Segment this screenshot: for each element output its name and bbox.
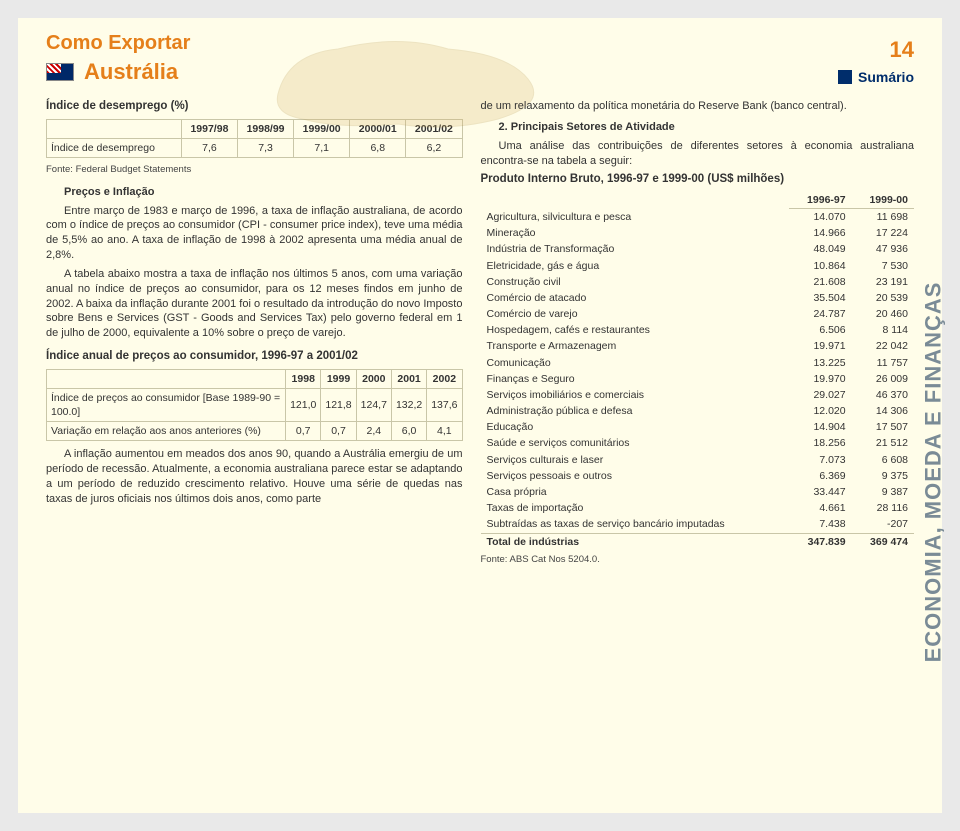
summary-link[interactable]: Sumário (838, 69, 914, 85)
doc-title-2: Austrália (84, 59, 178, 85)
table-row: Comércio de atacado35.50420 539 (481, 290, 915, 306)
para-r2: Uma análise das contribuições de diferen… (481, 139, 915, 169)
table-row: Mineração14.96617 224 (481, 225, 915, 241)
para-2: A tabela abaixo mostra a taxa de inflaçã… (46, 267, 463, 341)
table-row: Construção civil21.60823 191 (481, 274, 915, 290)
table-row: Administração pública e defesa12.02014 3… (481, 403, 915, 419)
table-row: Serviços culturais e laser7.0736 608 (481, 452, 915, 468)
australia-flag-icon (46, 63, 74, 81)
table-row: Serviços pessoais e outros6.3699 375 (481, 468, 915, 484)
table-row: Transporte e Armazenagem19.97122 042 (481, 338, 915, 354)
cpi-table: 1998 1999 2000 2001 2002 Índice de preço… (46, 369, 463, 442)
gdp-source: Fonte: ABS Cat Nos 5204.0. (481, 554, 915, 567)
prices-heading: Preços e Inflação (64, 185, 463, 200)
side-tab-label: ECONOMIA, MOEDA E FINANÇAS (920, 281, 946, 662)
table-row: Indústria de Transformação48.04947 936 (481, 241, 915, 257)
table-row: Serviços imobiliários e comerciais29.027… (481, 387, 915, 403)
table-row: Saúde e serviços comunitários18.25621 51… (481, 435, 915, 451)
table-row: Variação em relação aos anos anteriores … (47, 422, 463, 441)
sectors-heading: 2. Principais Setores de Atividade (499, 120, 915, 135)
table-row: Finanças e Seguro19.97026 009 (481, 371, 915, 387)
doc-title-1: Como Exportar (46, 32, 190, 55)
table-row: Comunicação13.22511 757 (481, 355, 915, 371)
table-row: Índice de preços ao consumidor [Base 198… (47, 388, 463, 421)
square-bullet-icon (838, 70, 852, 84)
table-row: Comércio de varejo24.78720 460 (481, 306, 915, 322)
summary-label: Sumário (858, 69, 914, 85)
unemp-title: Índice de desemprego (%) (46, 99, 463, 115)
table-row: Taxas de importação4.66128 116 (481, 500, 915, 516)
table-row: Agricultura, silvicultura e pesca14.0701… (481, 209, 915, 226)
gdp-table: 1996-97 1999-00 Agricultura, silvicultur… (481, 192, 915, 550)
table-row: Educação14.90417 507 (481, 419, 915, 435)
table-row: Hospedagem, cafés e restaurantes6.5068 1… (481, 322, 915, 338)
para-3: A inflação aumentou em meados dos anos 9… (46, 447, 463, 506)
table-row: Subtraídas as taxas de serviço bancário … (481, 516, 915, 533)
unemp-table: 1997/98 1998/99 1999/00 2000/01 2001/02 … (46, 119, 463, 158)
unemp-source: Fonte: Federal Budget Statements (46, 164, 463, 177)
table-row: Índice de desemprego 7,6 7,3 7,1 6,8 6,2 (47, 138, 463, 157)
page-number: 14 (890, 37, 914, 63)
para-1: Entre março de 1983 e março de 1996, a t… (46, 204, 463, 263)
cpi-title: Índice anual de preços ao consumidor, 19… (46, 349, 463, 365)
para-r1: de um relaxamento da política monetária … (481, 99, 915, 114)
side-tab: ECONOMIA, MOEDA E FINANÇAS (918, 136, 948, 807)
gdp-title: Produto Interno Bruto, 1996-97 e 1999-00… (481, 172, 915, 188)
table-row-total: Total de indústrias 347.839 369 474 (481, 533, 915, 550)
table-row: Eletricidade, gás e água10.8647 530 (481, 258, 915, 274)
table-row: Casa própria33.4479 387 (481, 484, 915, 500)
